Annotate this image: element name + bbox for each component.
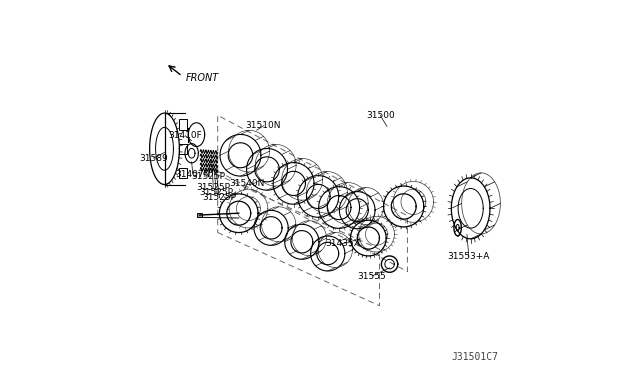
Text: 31555: 31555: [358, 272, 387, 280]
Bar: [179, 168, 187, 178]
Text: 31525P: 31525P: [202, 193, 237, 202]
Bar: [179, 144, 187, 154]
Text: FRONT: FRONT: [186, 73, 220, 83]
Text: 31540N: 31540N: [230, 179, 265, 187]
Text: 31510N: 31510N: [246, 121, 281, 130]
Text: 31500: 31500: [366, 111, 395, 120]
Text: 31407N: 31407N: [175, 170, 211, 179]
Text: J31501C7: J31501C7: [452, 352, 499, 362]
Bar: [179, 119, 187, 130]
Text: 31410F: 31410F: [168, 131, 202, 140]
Text: 31525P: 31525P: [199, 188, 233, 197]
Text: 31589: 31589: [139, 154, 168, 163]
Text: 31525P: 31525P: [196, 183, 230, 192]
Text: 31435X: 31435X: [325, 239, 360, 248]
Text: 31553+A: 31553+A: [447, 252, 490, 261]
Text: 31525P: 31525P: [191, 172, 225, 181]
Bar: [197, 213, 202, 217]
